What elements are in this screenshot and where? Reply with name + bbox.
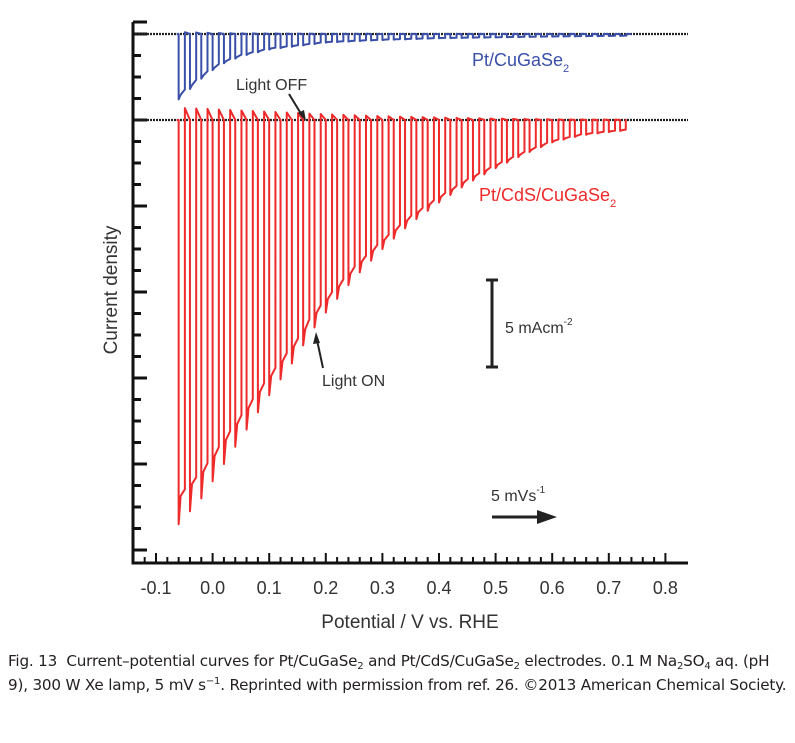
series-line-pt-cds-cugase2 [176,107,627,526]
light-on-arrow [313,332,324,369]
x-tick-label: 0.1 [257,578,282,598]
figure-caption: Fig. 13 Current–potential curves for Pt/… [8,649,788,697]
annotation-light-on: Light ON [322,373,385,390]
x-tick-label: 0.2 [313,578,338,598]
x-axis-label: Potential / V vs. RHE [321,612,498,633]
scale-bar-label: 5 mAcm-2 [505,317,573,337]
x-tick-label: 0.4 [426,578,451,598]
caption-text: Current–potential curves for Pt/CuGaSe2 … [8,652,787,694]
x-tick-label: 0.3 [370,578,395,598]
x-tick-label: 0.0 [200,578,225,598]
x-tick-label: 0.7 [596,578,621,598]
legend-label-pt-cds-cugase2: Pt/CdS/CuGaSe2 [479,185,616,210]
scale-bar [486,278,498,369]
series-group [176,31,632,526]
x-tick-label: 0.6 [540,578,565,598]
scan-direction-arrow [492,510,557,524]
x-tick-label: -0.1 [140,578,171,598]
series-line-pt-cugase2 [176,31,632,101]
x-tick-label: 0.8 [653,578,678,598]
light-off-arrow [288,93,306,121]
caption-label: Fig. 13 [8,652,58,670]
scan-rate-label: 5 mVs-1 [491,485,546,505]
x-tick-label: 0.5 [483,578,508,598]
chart: -0.1 0.0 0.1 0.2 0.3 0.4 0.5 0.6 0.7 0.8 Potentia… [101,20,688,633]
axes [131,20,688,565]
x-tick-labels: -0.1 0.0 0.1 0.2 0.3 0.4 0.5 0.6 0.7 0.8 [140,578,677,598]
y-axis-label: Current density [101,225,122,354]
legend-label-pt-cugase2: Pt/CuGaSe2 [472,50,569,75]
annotation-light-off: Light OFF [236,77,307,94]
